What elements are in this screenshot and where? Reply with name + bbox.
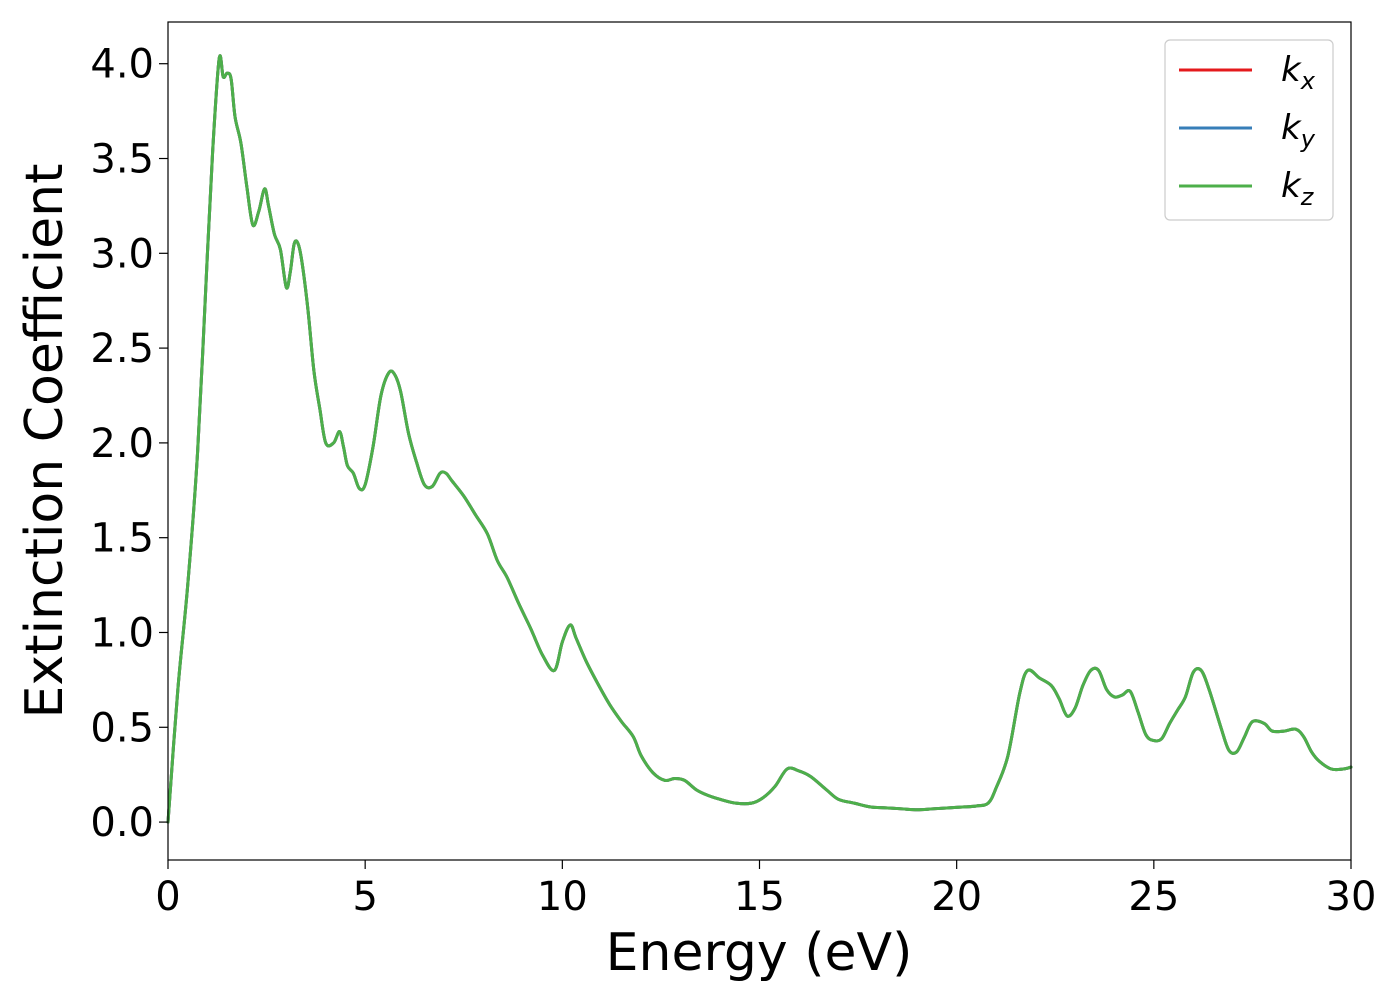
y-tick-label: 0.0 — [90, 800, 154, 846]
legend-label-k-y: ky — [1281, 108, 1316, 153]
x-tick-label: 5 — [352, 874, 377, 920]
x-tick-label: 15 — [734, 874, 785, 920]
legend-label-k-x: kx — [1281, 50, 1316, 95]
y-tick-label: 2.0 — [90, 421, 154, 467]
y-axis-title: Extinction Coefficient — [15, 164, 75, 719]
y-tick-label: 3.0 — [90, 231, 154, 277]
x-tick-label: 20 — [931, 874, 982, 920]
x-tick-label: 30 — [1326, 874, 1377, 920]
x-tick-label: 0 — [155, 874, 180, 920]
plot-background — [168, 22, 1351, 860]
y-ticks: 0.0 0.5 1.0 1.5 2.0 2.5 3.0 3.5 4.0 — [90, 42, 168, 846]
y-tick-label: 3.5 — [90, 137, 154, 183]
legend-label-k-z: kz — [1281, 166, 1315, 211]
x-tick-label: 25 — [1128, 874, 1179, 920]
y-tick-label: 1.0 — [90, 610, 154, 656]
y-tick-label: 1.5 — [90, 516, 154, 562]
y-tick-label: 2.5 — [90, 326, 154, 372]
x-tick-label: 10 — [537, 874, 588, 920]
series-layer — [166, 54, 1353, 824]
y-tick-label: 0.5 — [90, 705, 154, 751]
x-axis-title: Energy (eV) — [606, 923, 913, 983]
series-line-k-z — [166, 54, 1353, 824]
legend: kx ky kz — [1164, 39, 1334, 221]
x-ticks: 0 5 10 15 20 25 30 — [155, 860, 1376, 920]
legend-box — [1164, 39, 1334, 221]
y-tick-label: 4.0 — [90, 42, 154, 88]
